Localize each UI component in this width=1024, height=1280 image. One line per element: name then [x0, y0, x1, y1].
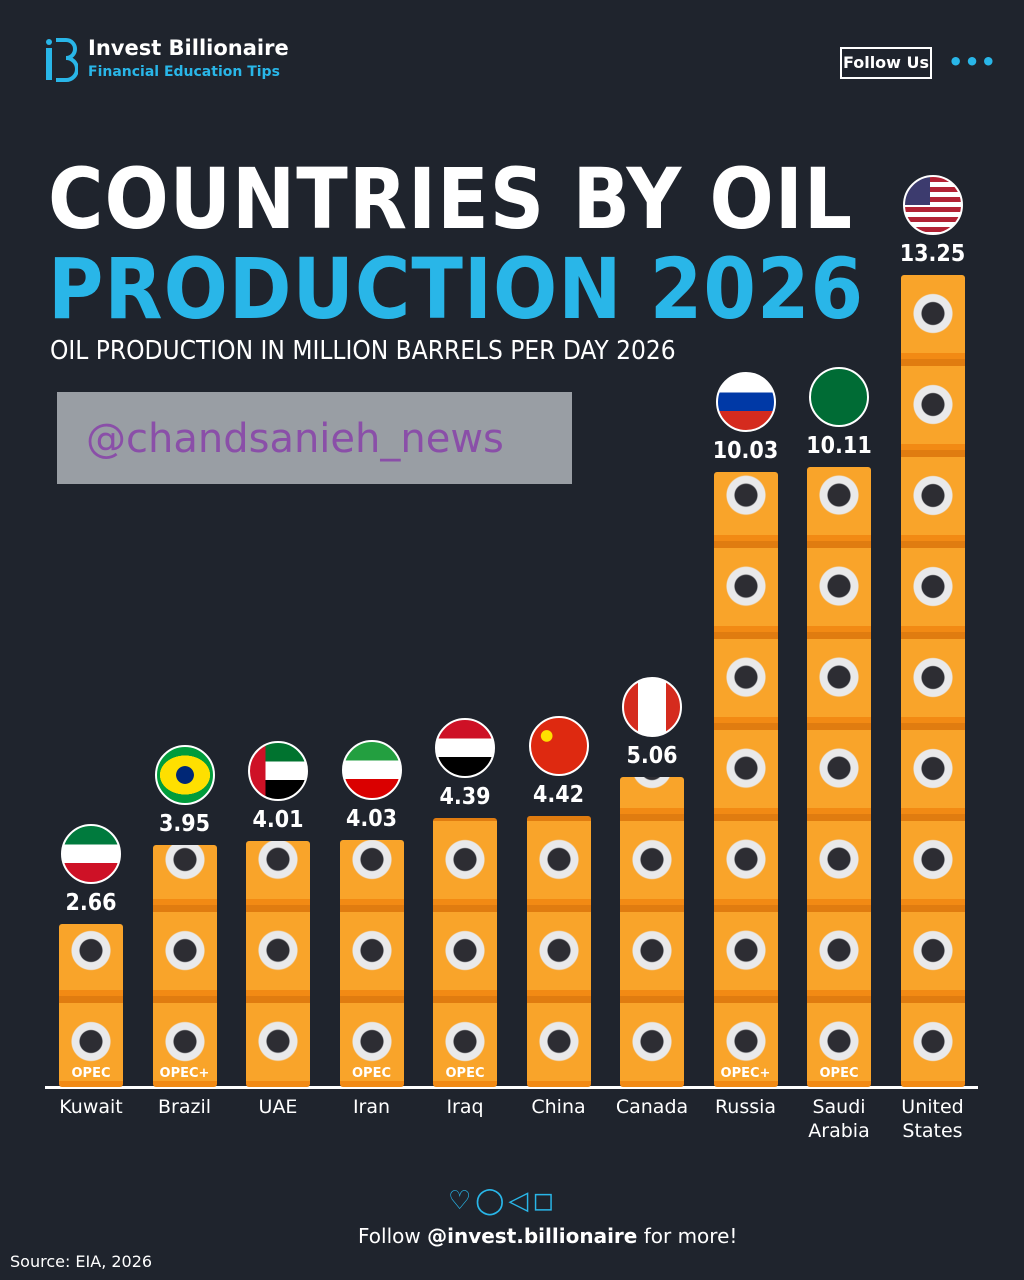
value-label: 4.39 — [439, 783, 491, 810]
bar — [433, 817, 497, 1087]
follow-button[interactable]: Follow Us — [840, 47, 932, 79]
chart-title-highlight: PRODUCTION 2026 — [48, 240, 865, 338]
logo — [46, 38, 78, 82]
flag — [341, 740, 402, 801]
social-icons[interactable]: ♡◯◁◻ — [448, 1186, 558, 1216]
flag — [902, 175, 963, 235]
x-tick-label: Canada — [615, 1096, 689, 1118]
follow-text: Follow — [358, 1224, 421, 1248]
bar — [152, 844, 217, 1087]
x-tick-label: Brazil — [157, 1096, 212, 1118]
x-tick-label: Saudi Arabia — [808, 1096, 870, 1142]
group-label: OPEC+ — [159, 1066, 210, 1081]
value-label: 4.03 — [345, 806, 398, 833]
flag — [435, 717, 495, 778]
menu-dots[interactable]: ••• — [948, 48, 998, 76]
watermark: @chandsanieh_news — [86, 416, 504, 462]
group-label: OPEC — [819, 1066, 859, 1081]
bar — [713, 472, 778, 1087]
x-tick-label: China — [531, 1096, 586, 1118]
bar — [59, 923, 123, 1087]
chart-title: COUNTRIES BY OIL — [48, 150, 853, 248]
brand-name: Invest Billionaire — [88, 36, 289, 60]
group-label: OPEC — [71, 1066, 111, 1081]
flag — [622, 676, 682, 737]
flag — [809, 367, 869, 428]
baseline — [45, 1086, 978, 1089]
bar — [339, 840, 404, 1087]
source: Source: EIA, 2026 — [10, 1252, 153, 1271]
group-label: OPEC — [445, 1066, 485, 1081]
value-label: 4.42 — [532, 782, 585, 809]
flag — [248, 741, 308, 802]
more-text: for more! — [643, 1224, 738, 1248]
flag — [715, 372, 776, 433]
chart-subtitle: OIL PRODUCTION IN MILLION BARRELS PER DA… — [50, 336, 676, 366]
value-label: 4.01 — [252, 807, 304, 834]
footer-follow: Follow @invest.billionaire for more! — [358, 1224, 737, 1248]
bar — [620, 776, 684, 1087]
flag — [61, 823, 121, 884]
bar — [900, 275, 965, 1087]
group-label: OPEC — [352, 1066, 391, 1081]
x-tick-label: UAE — [258, 1096, 298, 1118]
value-label: 10.03 — [712, 438, 779, 465]
value-label: 13.25 — [899, 241, 966, 267]
value-label: 10.11 — [806, 433, 872, 460]
watermark-box — [57, 392, 572, 484]
bar — [246, 841, 310, 1087]
x-tick-label: Iran — [352, 1096, 391, 1118]
bar — [526, 816, 591, 1087]
value-label: 5.06 — [626, 742, 678, 769]
x-tick-label: Russia — [714, 1096, 777, 1118]
value-label: 2.66 — [65, 889, 117, 916]
x-tick-label: Iraq — [446, 1096, 484, 1118]
handle: @invest.billionaire — [427, 1224, 638, 1248]
x-tick-label: United States — [901, 1096, 964, 1142]
flag — [154, 744, 215, 805]
bar — [807, 467, 871, 1087]
x-tick-label: Kuwait — [59, 1096, 123, 1118]
group-label: OPEC+ — [720, 1066, 771, 1081]
value-label: 3.95 — [158, 810, 211, 837]
flag — [528, 716, 589, 777]
brand-tagline: Financial Education Tips — [88, 64, 280, 80]
